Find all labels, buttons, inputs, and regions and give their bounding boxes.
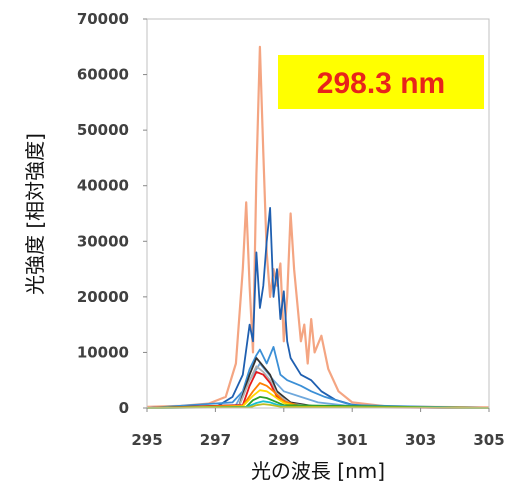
y-tick-label: 10000: [77, 343, 129, 361]
y-tick-label: 60000: [77, 66, 129, 84]
series-line-3: [146, 345, 490, 409]
series-layer: [146, 45, 490, 409]
x-axis-label: 光の波長 [nm]: [251, 459, 385, 483]
tick-layer: 0 10000 20000 30000 40000 50000 60000 70000 295 2…: [77, 10, 505, 449]
y-tick-label: 50000: [77, 121, 129, 139]
series-line-2: [146, 206, 490, 409]
x-tick-label: 301: [337, 431, 368, 449]
plot-frame: [146, 18, 490, 409]
y-tick-label: 0: [119, 399, 129, 417]
x-tick-label: 305: [473, 431, 504, 449]
annotation-box: [278, 55, 484, 109]
series-line-4: [146, 362, 490, 409]
series-line-12: [146, 403, 490, 409]
x-tick-label: 295: [131, 431, 162, 449]
x-tick-label: 297: [200, 431, 231, 449]
annotation-text: 298.3 nm: [317, 67, 445, 100]
series-line-5: [146, 357, 490, 409]
series-line-1: [146, 45, 490, 409]
y-axis-label: 光強度 [相対強度]: [23, 133, 47, 295]
x-tick-label: 303: [405, 431, 436, 449]
y-tick-label: 40000: [77, 177, 129, 195]
y-tick-label: 20000: [77, 288, 129, 306]
y-tick-label: 30000: [77, 232, 129, 250]
y-tick-label: 70000: [77, 10, 129, 28]
annotation-badge: 298.3 nm: [278, 55, 484, 109]
x-tick-label: 299: [268, 431, 299, 449]
